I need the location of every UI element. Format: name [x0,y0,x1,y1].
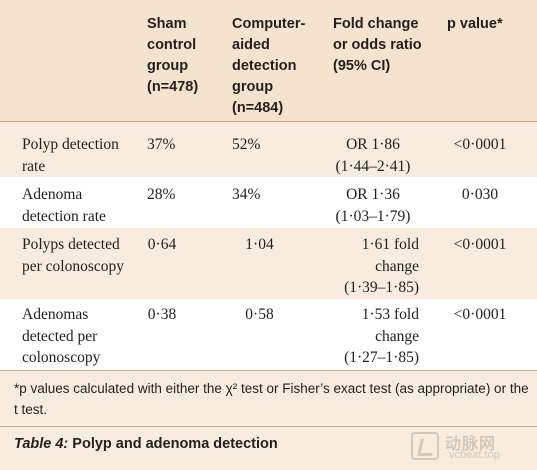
sham-value: 0·64 [147,236,177,253]
table-row: Adenomas detected per colonoscopy 0·38 0… [0,299,537,370]
header-p: p value* [447,16,503,32]
watermark: 动脉网 vcbeat.top [411,430,529,464]
cad-value: 0·58 [245,306,274,323]
cad-value: 52% [232,136,261,153]
header-effect: Fold change or odds ratio (95% CI) [333,16,422,74]
table-caption: Table 4: Polyp and adenoma detection [14,436,278,452]
watermark-name: 动脉网 [445,436,497,453]
caption-text: Polyp and adenoma detection [68,436,278,452]
p-value: <0·0001 [453,136,507,153]
body-bottom-rule [0,370,537,371]
effect-value: 1·61 fold change (1·39–1·85) [344,236,419,296]
caption-rule [0,426,537,427]
row-label: Polyps detected per colonoscopy [22,236,125,275]
sham-value: 28% [147,186,176,203]
p-value: <0·0001 [453,236,507,253]
p-value: <0·0001 [453,306,507,323]
table-footnote: *p values calculated with either the χ² … [14,381,529,417]
sham-value: 0·38 [147,306,177,323]
effect-value: OR 1·36 (1·03–1·79) [335,186,411,225]
table-row: Polyp detection rate 37% 52% OR 1·86 (1·… [0,122,537,176]
watermark-url: vcbeat.top [449,449,500,461]
effect-value: OR 1·86 (1·44–2·41) [335,136,411,175]
cad-value: 34% [232,186,261,203]
header-sham: Sham control group (n=478) [147,16,199,95]
table-header: Sham control group (n=478) Computer- aid… [0,0,537,121]
row-label: Adenoma detection rate [22,186,106,225]
row-label: Polyp detection rate [22,136,119,175]
header-cad: Computer- aided detection group (n=484) [232,16,306,116]
table-row: Polyps detected per colonoscopy 0·64 1·0… [0,229,537,299]
sham-value: 37% [147,136,176,153]
header-rule [0,121,537,122]
caption-label: Table 4: [14,436,69,452]
effect-value: 1·53 fold change (1·27–1·85) [344,306,419,366]
row-label: Adenomas detected per colonoscopy [22,306,101,366]
cad-value: 1·04 [245,236,274,253]
table-row: Adenoma detection rate 28% 34% OR 1·36 (… [0,177,537,228]
watermark-logo-icon [411,432,439,460]
p-value: 0·030 [461,186,499,203]
